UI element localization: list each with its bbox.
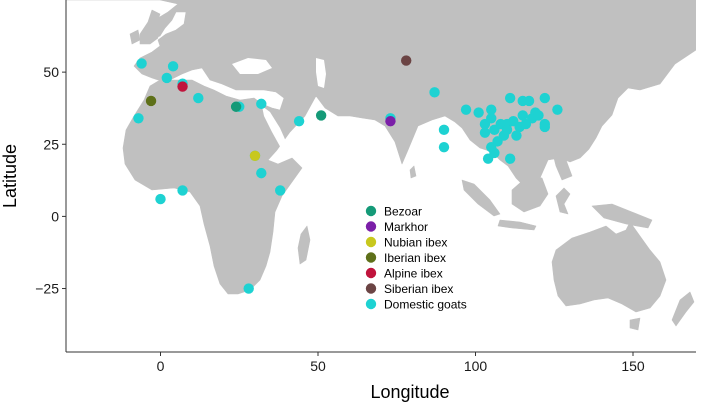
legend-swatch	[365, 221, 377, 232]
point-domestic-goats	[552, 104, 563, 115]
point-domestic-goats	[517, 110, 528, 121]
point-domestic-goats	[533, 110, 544, 121]
point-domestic-goats	[256, 98, 267, 110]
point-siberian-ibex	[401, 55, 412, 66]
legend-label: Siberian ibex	[384, 282, 453, 296]
point-domestic-goats	[539, 92, 550, 104]
point-domestic-goats	[133, 113, 144, 124]
new-guinea	[591, 203, 653, 229]
legend-swatch	[365, 236, 377, 248]
point-domestic-goats	[275, 185, 286, 196]
philippines	[551, 143, 573, 181]
legend-swatch	[365, 283, 377, 294]
point-nubian-ibex	[249, 150, 261, 162]
point-domestic-goats	[486, 104, 497, 115]
madagascar	[297, 225, 311, 265]
ireland	[129, 29, 141, 45]
point-domestic-goats	[256, 167, 267, 179]
great-britain	[139, 9, 161, 45]
australia	[551, 221, 667, 313]
point-domestic-goats	[177, 185, 188, 196]
points-layer	[133, 55, 563, 294]
point-domestic-goats	[429, 87, 440, 98]
sri-lanka	[409, 165, 417, 179]
new-zealand	[671, 291, 695, 327]
legend-label: Domestic goats	[384, 298, 467, 312]
legend-swatch	[365, 298, 377, 310]
legend-swatch	[365, 267, 377, 279]
point-alpine-ibex	[177, 81, 188, 92]
ticks-layer: 0 50 100 150 −25 0 25 50	[35, 64, 645, 374]
sumatra	[461, 179, 501, 217]
sulawesi	[555, 187, 571, 215]
point-domestic-goats	[539, 121, 550, 133]
legend-label: Markhor	[384, 220, 428, 234]
point-domestic-goats	[479, 127, 491, 138]
y-axis-title: Latitude	[0, 144, 20, 208]
point-domestic-goats	[511, 130, 522, 141]
x-tick-label: 50	[310, 358, 326, 374]
point-domestic-goats	[460, 104, 472, 115]
legend-label: Nubian ibex	[384, 236, 447, 250]
y-tick-label: −25	[35, 281, 59, 297]
caspian-sea	[316, 58, 326, 88]
point-domestic-goats	[523, 95, 535, 107]
legend-label: Alpine ibex	[384, 267, 443, 281]
red-sea	[262, 106, 288, 150]
point-domestic-goats	[486, 113, 497, 124]
point-domestic-goats	[167, 61, 179, 72]
x-tick-label: 0	[157, 358, 165, 374]
y-tick-label: 0	[51, 208, 59, 224]
point-domestic-goats	[243, 283, 254, 294]
point-domestic-goats	[438, 141, 450, 153]
land-layer	[66, 0, 696, 331]
taiwan	[547, 127, 555, 141]
point-domestic-goats	[193, 92, 204, 104]
japan	[597, 57, 631, 97]
x-tick-label: 150	[621, 358, 645, 374]
point-iberian-ibex	[145, 95, 157, 107]
point-domestic-goats	[136, 58, 147, 69]
x-tick-label: 100	[464, 358, 488, 374]
y-tick-label: 25	[43, 136, 59, 152]
legend-label: Iberian ibex	[384, 251, 446, 265]
arctic-islands	[199, 0, 241, 9]
java	[497, 219, 537, 231]
point-bezoar	[315, 110, 327, 121]
point-domestic-goats	[438, 124, 450, 136]
point-domestic-goats	[293, 115, 305, 127]
legend-swatch	[365, 205, 377, 217]
point-domestic-goats	[504, 153, 516, 164]
x-axis-title: Longitude	[370, 382, 449, 402]
point-domestic-goats	[473, 107, 484, 118]
tasmania	[629, 317, 641, 331]
point-domestic-goats	[155, 193, 166, 205]
legend-label: Bezoar	[384, 205, 422, 219]
point-domestic-goats	[504, 92, 516, 104]
borneo	[511, 175, 549, 213]
legend-swatch	[365, 252, 377, 263]
point-domestic-goats	[482, 153, 494, 164]
point-markhor	[385, 115, 396, 127]
black-sea	[232, 58, 272, 74]
point-domestic-goats	[161, 72, 172, 84]
point-domestic-goats	[501, 124, 513, 136]
y-tick-label: 50	[43, 64, 59, 80]
point-bezoar	[230, 101, 242, 112]
